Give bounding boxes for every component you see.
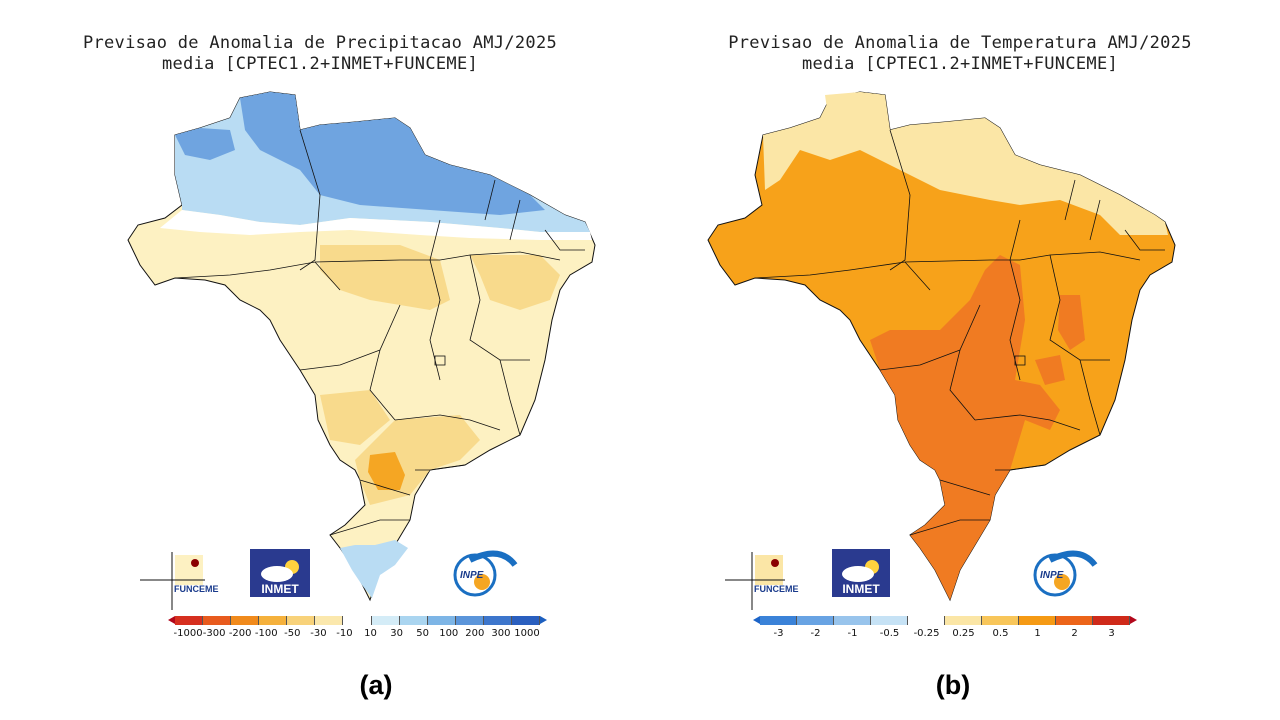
temperature-colorbar-tick-label: 0.25	[952, 628, 975, 639]
funceme-logo-a	[140, 552, 205, 610]
precipitation-colorbar-tick-label: -30	[310, 628, 327, 639]
precipitation-colorbar-tick-label: -1000	[173, 628, 203, 639]
precipitation-colorbar-tick-label: -50	[284, 628, 301, 639]
precipitation-colorbar-tick-label: 200	[465, 628, 485, 639]
temperature-colorbar-tick-label: -0.5	[879, 628, 900, 639]
temperature-colorbar-cell	[834, 616, 871, 625]
funceme-logo-b	[725, 552, 785, 610]
precipitation-colorbar-cell	[203, 616, 232, 625]
state-borders-a	[174, 129, 585, 536]
precipitation-colorbar-ticks: -1000 -300 -200 -100 -50 -30 -10 10 30 50 100 200 30…	[173, 628, 540, 642]
precipitation-colorbar-tick-label: 100	[439, 628, 459, 639]
precipitation-colorbar-tick-label: -10	[336, 628, 353, 639]
inmet-logo-b: INMET	[832, 549, 890, 597]
temperature-colorbar-cell	[1093, 616, 1130, 625]
temperature-colorbar-tick-label: -2	[810, 628, 821, 639]
temperature-colorbar-cell	[1019, 616, 1056, 625]
temp-high-center	[1035, 355, 1065, 385]
temperature-colorbar-tick-label: -0.25	[913, 628, 940, 639]
panel-label-b: (b)	[935, 670, 971, 700]
temp-light-far-north	[825, 92, 885, 140]
temperature-colorbar-tick-label: 1	[1034, 628, 1041, 639]
precipitation-colorbar-tick-label: 50	[416, 628, 430, 639]
temperature-colorbar	[760, 616, 1130, 625]
inpe-text-a: INPE	[460, 570, 484, 581]
funceme-text-b: FUNCEME	[754, 584, 799, 594]
precipitation-colorbar-tick-label: 30	[390, 628, 403, 639]
temperature-colorbar-cell	[797, 616, 834, 625]
precipitation-colorbar	[175, 616, 541, 625]
precipitation-colorbar-cell	[259, 616, 288, 625]
temperature-colorbar-ticks: -3 -2 -1 -0.5 -0.25 0.25 0.5 1 2 3	[760, 628, 1130, 642]
inpe-logo-a: INPE	[453, 550, 518, 597]
temperature-map: INMET INPE FUNCEME	[707, 91, 1176, 610]
precipitation-colorbar-cell	[455, 616, 484, 625]
precipitation-colorbar-tick-label: 10	[364, 628, 377, 639]
precipitation-colorbar-tick-label: -200	[228, 628, 252, 639]
temperature-colorbar-cell	[871, 616, 908, 625]
precipitation-colorbar-cell	[343, 616, 372, 625]
temperature-panel: Previsao de Anomalia de Temperatura AMJ/…	[640, 0, 1280, 720]
precipitation-title-line1: Previsao de Anomalia de Precipitacao AMJ…	[82, 33, 558, 53]
precip-wet-strong-northwest	[175, 128, 235, 160]
precipitation-colorbar-cell	[175, 616, 204, 625]
inpe-text-b: INPE	[1040, 570, 1064, 581]
temperature-colorbar-cell	[1056, 616, 1093, 625]
precipitation-colorbar-cell	[371, 616, 400, 625]
precipitation-colorbar-cell	[511, 616, 541, 625]
inmet-text-a: INMET	[261, 582, 299, 596]
temperature-colorbar-cell	[982, 616, 1019, 625]
precipitation-map: INMET INPE FUNCEME	[127, 91, 596, 610]
precipitation-colorbar-tick-label: 300	[491, 628, 511, 639]
temperature-colorbar-cell	[760, 616, 797, 625]
colorbar-low-arrow-b	[753, 616, 760, 624]
temp-high-east	[1058, 295, 1085, 350]
inmet-text-b: INMET	[842, 582, 880, 596]
precipitation-colorbar-tick-label: -300	[202, 628, 226, 639]
precip-dry-strong-south	[368, 452, 405, 490]
state-borders-b	[754, 129, 1165, 536]
precipitation-panel: Previsao de Anomalia de Precipitacao AMJ…	[0, 33, 640, 700]
temperature-title-line1: Previsao de Anomalia de Temperatura AMJ/…	[728, 33, 1192, 53]
precipitation-colorbar-cell	[483, 616, 512, 625]
temperature-title: Previsao de Anomalia de Temperatura AMJ/…	[640, 33, 1280, 75]
panel-label-a: (a)	[359, 670, 393, 700]
colorbar-low-arrow-a	[168, 616, 175, 624]
temperature-title-line2: media [CPTEC1.2+INMET+FUNCEME]	[801, 54, 1119, 74]
temperature-colorbar-cell	[908, 616, 945, 625]
inpe-logo-b: INPE	[1033, 550, 1098, 597]
precipitation-colorbar-cell	[427, 616, 456, 625]
temperature-colorbar-tick-label: -1	[847, 628, 858, 639]
precip-neutral-band	[160, 210, 592, 240]
precipitation-colorbar-tick-label: -100	[254, 628, 278, 639]
precip-wet-strong-region	[240, 92, 545, 215]
temp-high-band	[870, 255, 1060, 600]
precipitation-colorbar-cell	[231, 616, 260, 625]
precip-dry-east	[470, 255, 560, 310]
precipitation-title-line2: media [CPTEC1.2+INMET+FUNCEME]	[161, 54, 479, 74]
precip-dry-southwest	[320, 390, 390, 445]
precipitation-colorbar-cell	[399, 616, 428, 625]
temperature-colorbar-tick-label: 3	[1108, 628, 1115, 639]
temperature-colorbar-tick-label: 0.5	[992, 628, 1009, 639]
colorbar-high-arrow-b	[1130, 616, 1137, 624]
precip-wet-south	[340, 540, 408, 598]
inmet-logo-a: INMET	[250, 549, 310, 597]
colorbar-high-arrow-a	[540, 616, 547, 624]
precipitation-colorbar-cell	[315, 616, 344, 625]
funceme-text-a: FUNCEME	[174, 584, 219, 594]
precipitation-colorbar-cell	[287, 616, 316, 625]
temperature-colorbar-cell	[945, 616, 982, 625]
precipitation-title: Previsao de Anomalia de Precipitacao AMJ…	[0, 33, 640, 75]
temperature-colorbar-tick-label: 2	[1071, 628, 1078, 639]
temperature-colorbar-tick-label: -3	[773, 628, 784, 639]
precipitation-colorbar-tick-label: 1000	[514, 628, 540, 639]
